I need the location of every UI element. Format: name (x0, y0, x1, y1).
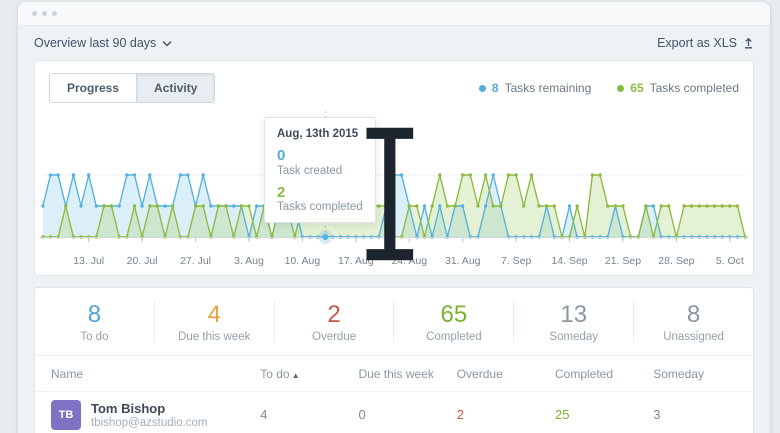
overview-range-dropdown[interactable]: Overview last 90 days (34, 36, 172, 50)
column-header-to-do[interactable]: To do ▲ (260, 366, 300, 381)
series-area-tasks-completed (42, 175, 746, 237)
x-axis-label: 13. Jul (73, 255, 105, 267)
stat-due-this-week: 4 Due this week (153, 301, 274, 343)
legend-label: Tasks remaining (504, 81, 592, 95)
person-email: tbishop@azstudio.com (91, 416, 208, 429)
cell-due-this-week: 0 (358, 407, 366, 423)
person-cell: TB Tom Bishop tbishop@azstudio.com (51, 399, 260, 430)
column-header-name[interactable]: Name (51, 366, 84, 381)
legend-dot-icon (478, 84, 486, 92)
activity-chart-card: Progress Activity 8 Tasks remaining 65 Tasks… (34, 60, 754, 276)
window-dot-icon (32, 11, 37, 16)
column-header-due-this-week[interactable]: Due this week (358, 366, 434, 381)
text-cursor-icon (366, 127, 414, 261)
stats-row: 8 To do 4 Due this week 2 Overdue 65 Completed 1… (35, 288, 753, 355)
tab-progress[interactable]: Progress (49, 73, 137, 103)
stat-unassigned: 8 Unassigned (633, 301, 753, 343)
tab-activity[interactable]: Activity (136, 73, 216, 103)
sort-asc-icon: ▲ (289, 370, 300, 380)
stat-value: 13 (560, 301, 588, 328)
stat-label: To do (80, 330, 109, 343)
overview-range-label: Overview last 90 days (34, 36, 157, 50)
stat-label: Overdue (312, 330, 357, 343)
stat-completed: 65 Completed (393, 301, 513, 343)
x-axis-label: 27. Jul (180, 255, 211, 267)
window-chrome (18, 2, 770, 26)
cell-completed: 25 (554, 407, 570, 423)
stat-label: Completed (426, 330, 482, 343)
x-axis-label: 17. Aug (338, 255, 374, 267)
app-window: Overview last 90 days Export as XLS Prog… (18, 2, 770, 433)
chart-tooltip: Aug, 13th 2015 0 Task created 2 Tasks co… (264, 117, 414, 261)
x-axis-label: 28. Sep (658, 255, 695, 267)
stat-label: Due this week (178, 330, 251, 343)
stat-label: Someday (549, 330, 599, 343)
tooltip-created-value: 0 (277, 147, 286, 164)
chart-area[interactable]: Aug, 13th 2015 0 Task created 2 Tasks co… (35, 111, 753, 273)
x-axis-labels: 13. Jul 20. Jul 27. Jul 3. Aug 10. Aug 17. Au… (39, 253, 749, 273)
table-header: Name To do ▲ Due this week Overdue Completed… (35, 354, 753, 391)
column-header-someday[interactable]: Someday (653, 366, 704, 381)
cell-to-do: 4 (260, 407, 268, 423)
x-axis-label: 5. Oct (715, 255, 744, 267)
tooltip-date: Aug, 13th 2015 (277, 128, 359, 140)
column-header-completed[interactable]: Completed (554, 366, 614, 381)
export-xls-button[interactable]: Export as XLS (657, 36, 754, 50)
legend: 8 Tasks remaining 65 Tasks completed (478, 81, 739, 95)
stat-value: 2 (327, 301, 341, 328)
person-identity: Tom Bishop tbishop@azstudio.com (91, 401, 208, 429)
legend-item-tasks-remaining: 8 Tasks remaining (478, 81, 592, 95)
avatar: TB (51, 399, 81, 430)
stat-value: 4 (207, 301, 221, 328)
stat-value: 65 (440, 301, 468, 328)
person-name: Tom Bishop (91, 400, 166, 416)
overview-header: Overview last 90 days Export as XLS (18, 26, 770, 60)
export-icon (745, 37, 752, 49)
x-axis-label: 20. Jul (126, 255, 158, 267)
x-axis-label: 3. Aug (234, 255, 264, 267)
stat-to-do: 8 To do (35, 301, 154, 343)
legend-value: 8 (491, 81, 499, 95)
window-dot-icon (42, 11, 47, 16)
tooltip-created-label: Task created (277, 164, 343, 177)
tooltip-completed-value: 2 (277, 183, 286, 201)
column-header-overdue[interactable]: Overdue (456, 366, 503, 381)
legend-dot-icon (617, 84, 625, 92)
cell-overdue: 2 (456, 407, 464, 423)
stats-card: 8 To do 4 Due this week 2 Overdue 65 Completed 1… (34, 287, 754, 433)
legend-value: 65 (630, 81, 644, 95)
legend-label: Tasks completed (649, 81, 739, 95)
x-axis-label: 10. Aug (284, 255, 321, 267)
x-axis-label: 7. Sep (500, 255, 532, 267)
cell-someday: 3 (653, 407, 661, 423)
tooltip-completed-label: Tasks completed (277, 201, 363, 213)
export-xls-label: Export as XLS (657, 36, 737, 50)
stat-label: Unassigned (663, 330, 724, 343)
table-row[interactable]: TB Tom Bishop tbishop@azstudio.com 4 0 2 25… (35, 390, 753, 433)
highlight-point (322, 234, 329, 240)
x-axis-label: 21. Sep (604, 255, 642, 267)
stat-someday: 13 Someday (513, 301, 633, 343)
chart-toolbar: Progress Activity 8 Tasks remaining 65 Tasks… (35, 61, 753, 111)
stat-overdue: 2 Overdue (273, 301, 394, 343)
stat-value: 8 (87, 301, 102, 328)
x-axis-label: 14. Sep (551, 255, 588, 267)
stat-value: 8 (686, 301, 701, 328)
chevron-down-icon (162, 40, 172, 47)
window-dot-icon (52, 11, 57, 16)
chart-tabs: Progress Activity (49, 73, 216, 103)
legend-item-tasks-completed: 65 Tasks completed (617, 81, 739, 95)
x-axis-label: 31. Aug (444, 255, 481, 267)
